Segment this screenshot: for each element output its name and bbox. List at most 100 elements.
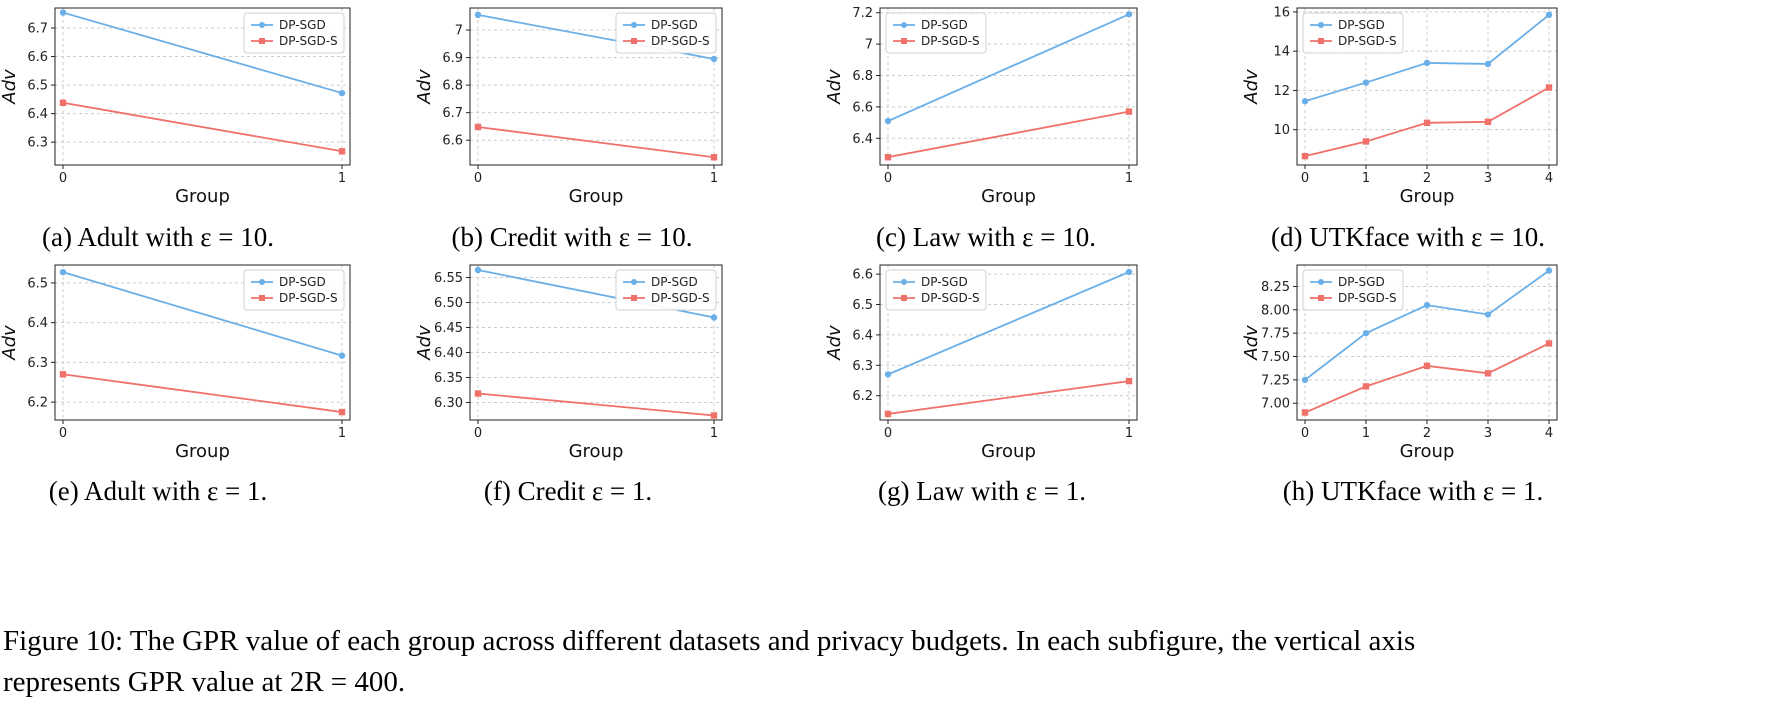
data-point bbox=[1423, 362, 1431, 370]
legend-label: DP-SGD-S bbox=[651, 34, 710, 48]
legend-marker bbox=[1318, 295, 1324, 301]
subplot-h: 7.00 7.25 7.50 7.75 8.00 8.25 0 1 2 3 4 Group Adv DP-… bbox=[1241, 264, 1558, 506]
x-tick-label: 1 bbox=[1362, 171, 1370, 186]
data-point bbox=[710, 55, 718, 63]
y-tick-label: 6.5 bbox=[27, 79, 48, 94]
x-tick-label: 4 bbox=[1545, 426, 1553, 441]
y-tick-label: 7.00 bbox=[1261, 397, 1290, 412]
legend-label: DP-SGD bbox=[651, 275, 698, 289]
x-tick-label: 3 bbox=[1484, 426, 1492, 441]
x-tick-label: 1 bbox=[710, 171, 718, 186]
data-point bbox=[884, 117, 892, 125]
legend-marker bbox=[631, 295, 637, 301]
y-tick-label: 14 bbox=[1273, 45, 1290, 60]
legend-label: DP-SGD bbox=[921, 18, 968, 32]
x-axis-label: Group bbox=[1400, 186, 1455, 207]
legend-label: DP-SGD bbox=[1338, 275, 1385, 289]
y-tick-label: 6.5 bbox=[852, 298, 873, 313]
data-point bbox=[710, 154, 718, 161]
legend-marker bbox=[1318, 22, 1324, 28]
series-line-dp-sgd bbox=[887, 13, 1130, 122]
y-tick-label: 7 bbox=[865, 38, 873, 53]
series-line-dp-sgd-s bbox=[62, 373, 343, 413]
legend-marker bbox=[901, 279, 907, 285]
y-tick-label: 6.5 bbox=[27, 276, 48, 291]
legend-box bbox=[615, 269, 717, 311]
legend: DP-SGD DP-SGD-S bbox=[885, 12, 987, 54]
data-point bbox=[1545, 267, 1553, 274]
legend-label: DP-SGD bbox=[279, 18, 326, 32]
legend-label: DP-SGD bbox=[921, 275, 968, 289]
y-tick-label: 7.75 bbox=[1261, 327, 1290, 342]
data-point bbox=[1545, 11, 1553, 19]
y-axis-label: Adv bbox=[0, 69, 20, 105]
data-point bbox=[1301, 376, 1309, 384]
y-tick-label: 6.6 bbox=[852, 100, 873, 115]
series-line-dp-sgd bbox=[887, 271, 1130, 376]
plot-frame bbox=[879, 264, 1138, 421]
subplot-a: 6.3 6.4 6.5 6.6 6.7 0 1 Group Adv DP-SGD DP-SGD-S (… bbox=[0, 7, 351, 252]
x-tick-label: 0 bbox=[884, 171, 892, 186]
legend: DP-SGD DP-SGD-S bbox=[243, 12, 345, 54]
subplot-c: 6.4 6.6 6.8 7 7.2 0 1 Group Adv DP-SGD DP-SGD-S (c)… bbox=[824, 6, 1138, 252]
x-tick-label: 4 bbox=[1545, 171, 1553, 186]
data-point bbox=[338, 89, 346, 97]
y-tick-label: 6.35 bbox=[434, 371, 463, 386]
y-tick-label: 6.2 bbox=[852, 389, 873, 404]
subfigure-caption: (f) Credit ε = 1. bbox=[484, 476, 652, 506]
data-point bbox=[59, 268, 67, 276]
y-tick-label: 6.9 bbox=[442, 51, 463, 66]
y-tick-label: 10 bbox=[1273, 123, 1290, 138]
legend-box bbox=[1302, 12, 1404, 54]
x-tick-label: 1 bbox=[1362, 426, 1370, 441]
figure-caption-line-1: Figure 10: The GPR value of each group a… bbox=[3, 625, 1415, 657]
subplot-e: 6.2 6.3 6.4 6.5 0 1 Group Adv DP-SGD DP-SGD-S (e) … bbox=[0, 264, 351, 506]
y-tick-label: 6.6 bbox=[27, 50, 48, 65]
legend-marker bbox=[259, 22, 265, 28]
data-point bbox=[338, 352, 346, 359]
legend-marker bbox=[1318, 38, 1324, 44]
data-point bbox=[1362, 138, 1370, 145]
series-line-dp-sgd-s bbox=[477, 126, 715, 159]
legend-box bbox=[243, 269, 345, 311]
legend-box bbox=[1302, 269, 1404, 311]
x-axis-label: Group bbox=[981, 441, 1036, 462]
legend-label: DP-SGD-S bbox=[1338, 34, 1397, 48]
subfigure-caption: (a) Adult with ε = 10. bbox=[42, 222, 274, 252]
data-point bbox=[1362, 383, 1370, 390]
y-axis-label: Adv bbox=[1241, 325, 1262, 361]
data-point bbox=[1423, 301, 1431, 309]
subplot-g: 6.2 6.3 6.4 6.5 6.6 0 1 Group Adv DP-SGD DP-SGD-S (… bbox=[824, 264, 1138, 506]
y-tick-label: 6.4 bbox=[852, 132, 873, 147]
y-tick-label: 6.3 bbox=[852, 359, 873, 374]
data-point bbox=[1362, 79, 1370, 86]
y-tick-label: 6.40 bbox=[434, 346, 463, 361]
data-point bbox=[59, 371, 67, 378]
x-tick-label: 1 bbox=[1125, 426, 1133, 441]
data-point bbox=[1301, 152, 1309, 160]
data-point bbox=[338, 148, 346, 155]
y-axis-label: Adv bbox=[414, 325, 435, 361]
x-tick-label: 0 bbox=[59, 171, 67, 186]
legend-marker bbox=[901, 22, 907, 28]
subplot-b: 6.6 6.7 6.8 6.9 7 0 1 Group Adv DP-SGD DP-SGD-S (b)… bbox=[414, 7, 723, 252]
legend: DP-SGD DP-SGD-S bbox=[885, 269, 987, 311]
x-tick-label: 1 bbox=[338, 426, 346, 441]
y-axis-label: Adv bbox=[0, 325, 20, 361]
y-axis-label: Adv bbox=[1241, 69, 1262, 105]
legend-label: DP-SGD bbox=[279, 275, 326, 289]
y-tick-label: 6.4 bbox=[27, 316, 48, 331]
y-tick-label: 6.6 bbox=[442, 134, 463, 149]
subfigure-caption: (h) UTKface with ε = 1. bbox=[1283, 476, 1543, 506]
y-tick-label: 16 bbox=[1273, 5, 1290, 20]
subfigure-panels: 6.3 6.4 6.5 6.6 6.7 0 1 Group Adv DP-SGD DP-SGD-S (… bbox=[0, 5, 1558, 506]
legend: DP-SGD DP-SGD-S bbox=[243, 269, 345, 311]
data-point bbox=[1484, 60, 1492, 68]
subfigure-caption: (g) Law with ε = 1. bbox=[878, 476, 1086, 506]
data-point bbox=[1423, 59, 1431, 67]
y-tick-label: 6.4 bbox=[852, 328, 873, 343]
x-tick-label: 0 bbox=[1301, 171, 1309, 186]
data-point bbox=[59, 9, 67, 16]
legend-label: DP-SGD-S bbox=[651, 291, 710, 305]
